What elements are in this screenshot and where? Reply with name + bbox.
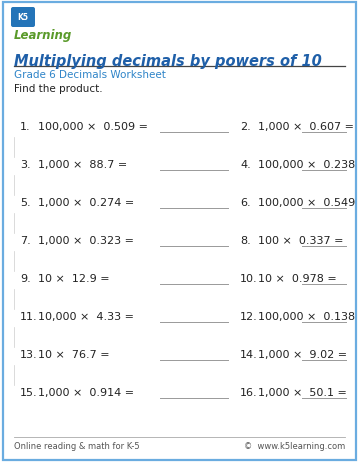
Text: 14.: 14. — [240, 349, 258, 359]
Text: 10 ×  76.7 =: 10 × 76.7 = — [38, 349, 109, 359]
Text: 6.: 6. — [240, 198, 251, 207]
Text: 10,000 ×  4.33 =: 10,000 × 4.33 = — [38, 311, 134, 321]
Text: 15.: 15. — [20, 387, 38, 397]
Text: 100,000 ×  0.509 =: 100,000 × 0.509 = — [38, 122, 148, 131]
Text: 2.: 2. — [240, 122, 251, 131]
Text: Learning: Learning — [14, 28, 72, 41]
Text: 8.: 8. — [240, 236, 251, 245]
Text: 16.: 16. — [240, 387, 258, 397]
Text: ©  www.k5learning.com: © www.k5learning.com — [244, 441, 345, 450]
Text: 1,000 ×  9.02 =: 1,000 × 9.02 = — [258, 349, 347, 359]
Text: 4.: 4. — [240, 160, 251, 169]
Text: 100,000 ×  0.549 =: 100,000 × 0.549 = — [258, 198, 359, 207]
Text: 100,000 ×  0.238 =: 100,000 × 0.238 = — [258, 160, 359, 169]
Text: Online reading & math for K-5: Online reading & math for K-5 — [14, 441, 140, 450]
Text: 5.: 5. — [20, 198, 31, 207]
Text: 9.: 9. — [20, 274, 31, 283]
Text: Multiplying decimals by powers of 10: Multiplying decimals by powers of 10 — [14, 54, 322, 69]
Text: K5: K5 — [18, 13, 28, 22]
Text: 7.: 7. — [20, 236, 31, 245]
Text: 1,000 ×  88.7 =: 1,000 × 88.7 = — [38, 160, 127, 169]
Text: 100 ×  0.337 =: 100 × 0.337 = — [258, 236, 344, 245]
Text: 13.: 13. — [20, 349, 38, 359]
FancyBboxPatch shape — [11, 8, 35, 28]
Text: 100,000 ×  0.138 =: 100,000 × 0.138 = — [258, 311, 359, 321]
Text: 1,000 ×  0.607 =: 1,000 × 0.607 = — [258, 122, 354, 131]
Text: 1,000 ×  50.1 =: 1,000 × 50.1 = — [258, 387, 347, 397]
Text: 10 ×  0.978 =: 10 × 0.978 = — [258, 274, 337, 283]
Text: 3.: 3. — [20, 160, 31, 169]
Text: Grade 6 Decimals Worksheet: Grade 6 Decimals Worksheet — [14, 70, 166, 80]
Text: 10 ×  12.9 =: 10 × 12.9 = — [38, 274, 109, 283]
Text: 10.: 10. — [240, 274, 258, 283]
Text: 1,000 ×  0.274 =: 1,000 × 0.274 = — [38, 198, 134, 207]
Text: 12.: 12. — [240, 311, 258, 321]
Text: 11.: 11. — [20, 311, 38, 321]
Text: 1,000 ×  0.914 =: 1,000 × 0.914 = — [38, 387, 134, 397]
Text: 1,000 ×  0.323 =: 1,000 × 0.323 = — [38, 236, 134, 245]
Text: Find the product.: Find the product. — [14, 84, 103, 94]
Text: 1.: 1. — [20, 122, 31, 131]
